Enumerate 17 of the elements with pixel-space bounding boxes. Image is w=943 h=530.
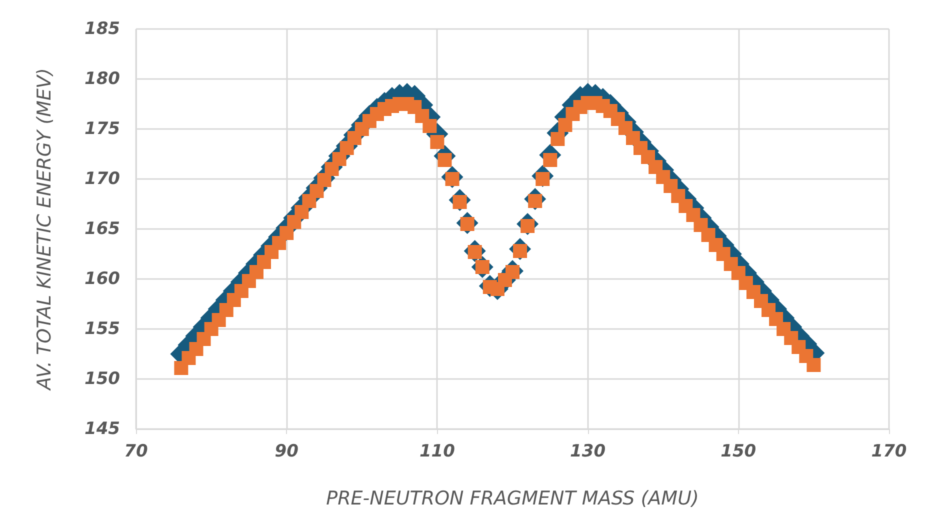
y-axis-title: AV. TOTAL KINETIC ENERGY (MEV) — [34, 68, 56, 392]
x-axis-title: PRE-NEUTRON FRAGMENT MASS (AMU) — [326, 488, 699, 510]
y-tick-label: 170 — [84, 169, 120, 189]
y-tick-label: 165 — [84, 219, 120, 239]
x-tick-label: 90 — [274, 442, 299, 462]
y-tick-label: 160 — [84, 269, 120, 289]
y-tick-label: 185 — [84, 19, 120, 39]
x-tick-label: 70 — [124, 442, 148, 462]
x-tick-label: 110 — [419, 442, 456, 462]
y-tick-label: 180 — [84, 69, 120, 89]
x-tick-label: 130 — [570, 442, 606, 462]
y-tick-label: 175 — [84, 119, 120, 139]
y-tick-label: 145 — [84, 419, 120, 439]
x-tick-label: 150 — [720, 442, 756, 462]
y-tick-label: 155 — [84, 319, 120, 339]
x-tick-label: 170 — [871, 442, 907, 462]
y-tick-label: 150 — [84, 369, 120, 389]
